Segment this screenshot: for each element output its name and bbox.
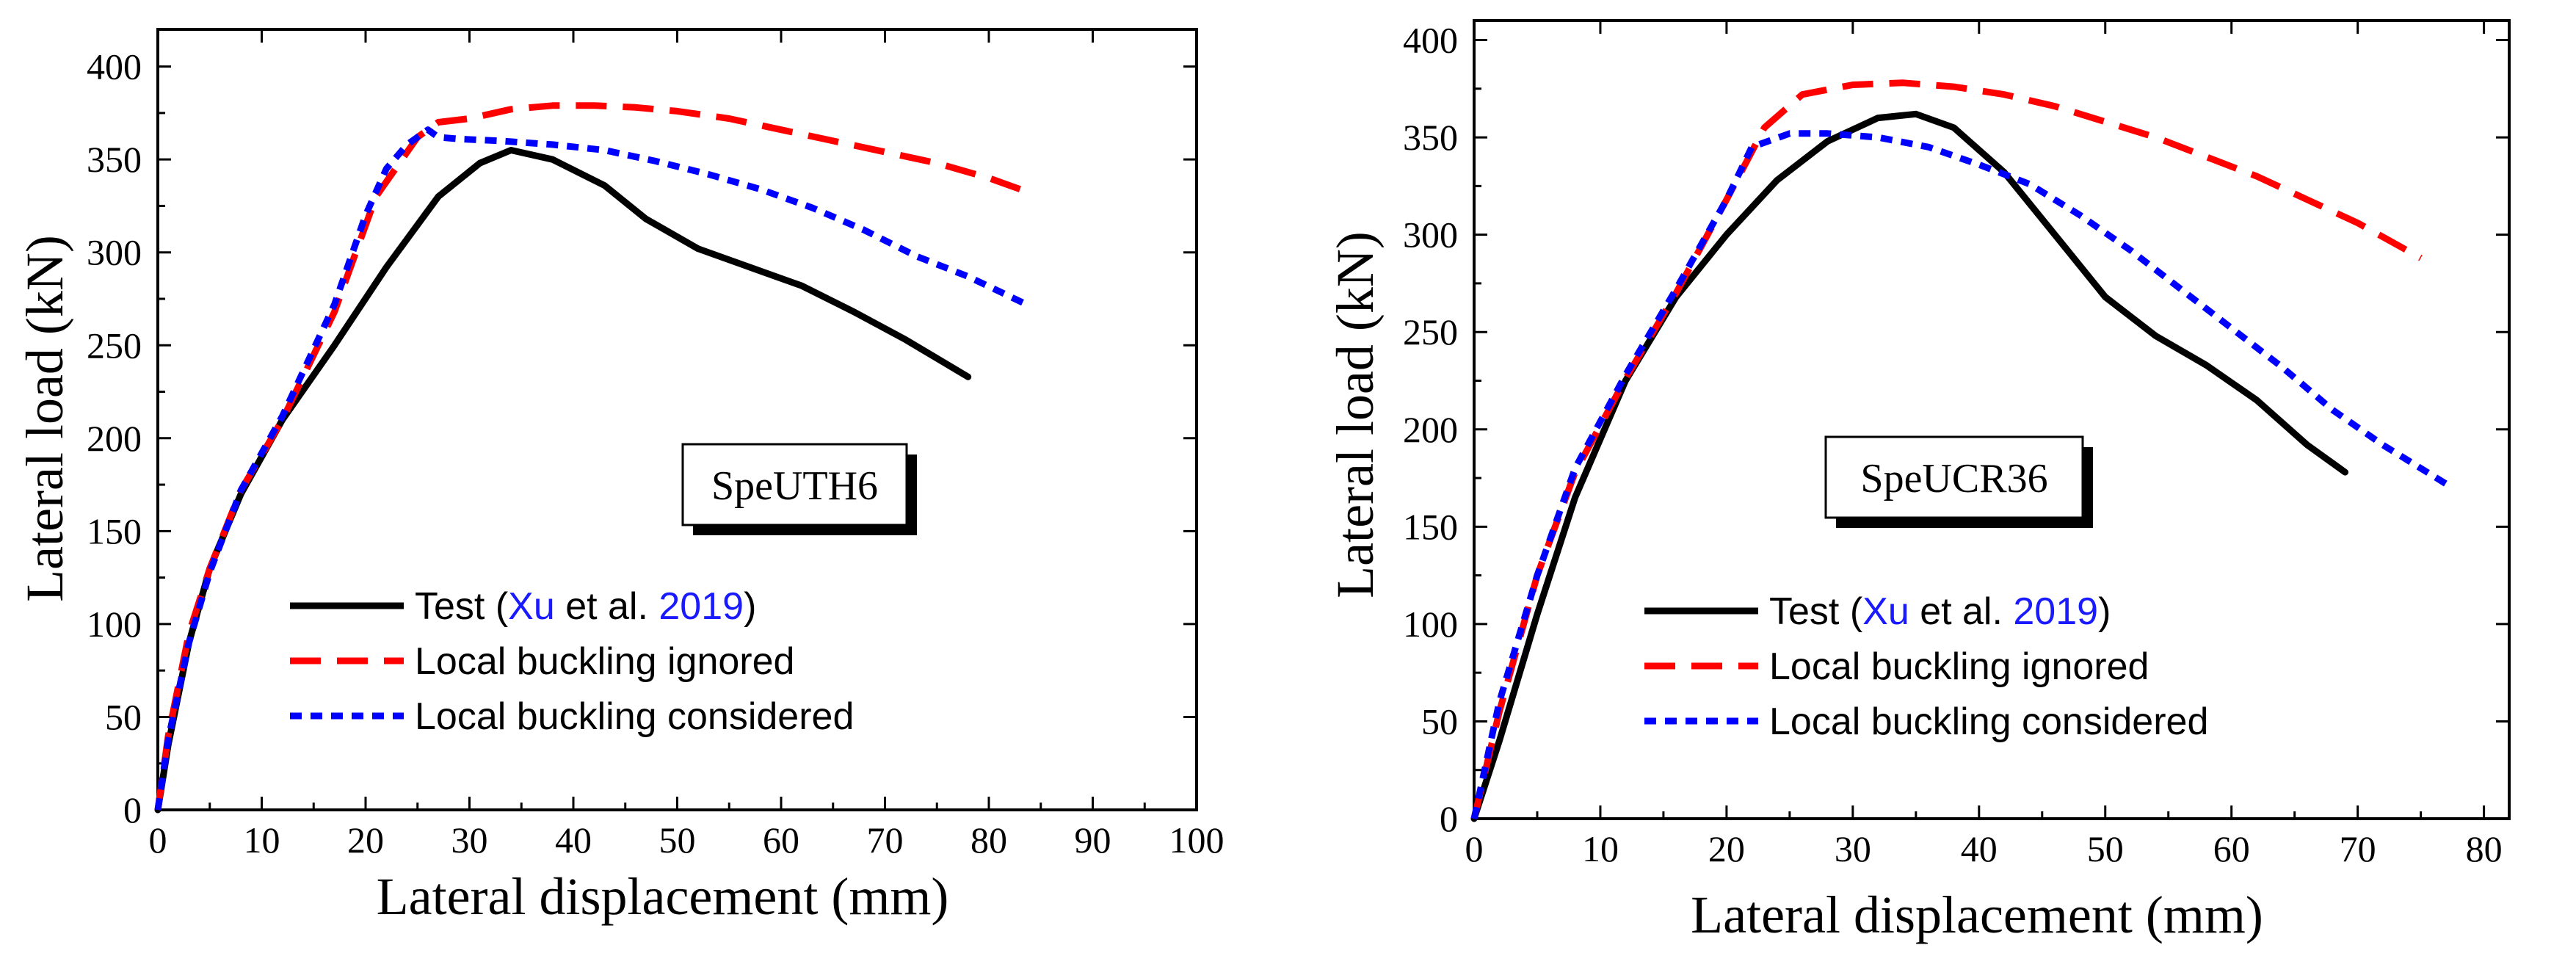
legend-test-author: Xu bbox=[1862, 590, 1909, 633]
x-tick-label: 80 bbox=[970, 819, 1007, 861]
y-tick-label: 250 bbox=[1403, 311, 1458, 352]
y-tick-label: 300 bbox=[87, 232, 142, 273]
y-tick-label: 100 bbox=[1403, 604, 1458, 645]
x-tick-label: 70 bbox=[867, 819, 904, 861]
series-line-local-buckling-considered bbox=[154, 126, 1032, 811]
series-line-local-buckling-considered bbox=[1470, 130, 2448, 819]
x-tick-label: 30 bbox=[1835, 828, 1871, 869]
legend-test-year: 2019 bbox=[658, 585, 744, 628]
y-axis-title: Lateral load (kN) bbox=[15, 235, 74, 602]
x-tick-label: 10 bbox=[1582, 828, 1619, 869]
chart-SpeUCR36: 0 10 20 30 40 50 60 70 80 0 50 100 150 200 250 300 350 40… bbox=[1326, 19, 2511, 944]
y-tick-label: 300 bbox=[1403, 214, 1458, 256]
y-axis-title: Lateral load (kN) bbox=[1326, 231, 1385, 598]
x-tick-label: 40 bbox=[555, 819, 592, 861]
x-tick-label: 40 bbox=[1961, 828, 1998, 869]
legend-label-considered: Local buckling considered bbox=[1769, 700, 2208, 743]
x-tick-label: 0 bbox=[1465, 828, 1484, 869]
x-tick-label: 90 bbox=[1075, 819, 1111, 861]
x-tick-label: 80 bbox=[2466, 828, 2503, 869]
label-box bbox=[1824, 435, 2084, 519]
y-tick-label: 0 bbox=[123, 789, 142, 830]
x-tick-label: 30 bbox=[451, 819, 488, 861]
legend-label-test: Test (Xu et al. 2019) bbox=[1769, 590, 2111, 633]
y-tick-label: 350 bbox=[87, 139, 142, 180]
legend-label-ignored: Local buckling ignored bbox=[1769, 645, 2149, 688]
y-tick-label: 200 bbox=[87, 418, 142, 459]
legend-test-suffix: ) bbox=[744, 585, 756, 628]
y-tick-label: 350 bbox=[1403, 117, 1458, 158]
legend-label-ignored: Local buckling ignored bbox=[415, 640, 794, 683]
y-tick-label: 250 bbox=[87, 325, 142, 366]
x-axis-title: Lateral displacement (mm) bbox=[1691, 886, 2263, 944]
specimen-label: SpeUTH6 bbox=[711, 463, 878, 509]
plot-frame bbox=[1473, 19, 2511, 820]
x-tick-label: 100 bbox=[1169, 819, 1224, 861]
x-tick-label: 10 bbox=[244, 819, 280, 861]
legend-test-prefix: Test ( bbox=[1769, 590, 1863, 633]
legend-test-suffix: ) bbox=[2098, 590, 2111, 633]
series-line-local-buckling-ignored bbox=[154, 102, 1022, 811]
x-tick-label: 20 bbox=[1708, 828, 1745, 869]
x-tick-label: 70 bbox=[2340, 828, 2376, 869]
legend-label-test: Test (Xu et al. 2019) bbox=[415, 585, 756, 628]
chart-SpeUTH6: 0 10 20 30 40 50 60 70 80 90 100 0 50 100 150 200 250 300… bbox=[15, 28, 1224, 926]
y-tick-label: 50 bbox=[1421, 700, 1458, 742]
y-tick-label: 400 bbox=[87, 46, 142, 87]
specimen-label: SpeUCR36 bbox=[1860, 456, 2047, 501]
x-tick-label: 60 bbox=[763, 819, 799, 861]
y-tick-label: 0 bbox=[1440, 798, 1458, 839]
y-tick-label: 100 bbox=[87, 604, 142, 645]
x-tick-label: 50 bbox=[2087, 828, 2124, 869]
x-tick-label: 20 bbox=[347, 819, 384, 861]
legend-test-etal: et al. bbox=[1909, 590, 2014, 633]
x-tick-label: 50 bbox=[659, 819, 696, 861]
y-tick-label: 150 bbox=[87, 510, 142, 551]
x-tick-label: 0 bbox=[149, 819, 167, 861]
legend-test-etal: et al. bbox=[555, 585, 659, 628]
legend-test-prefix: Test ( bbox=[415, 585, 509, 628]
y-tick-label: 400 bbox=[1403, 20, 1458, 61]
legend: Test (Xu et al. 2019) Local buckling igno… bbox=[290, 585, 854, 738]
plot-frame bbox=[156, 28, 1198, 811]
y-tick-label: 200 bbox=[1403, 409, 1458, 450]
y-tick-label: 50 bbox=[105, 696, 142, 737]
legend-label-considered: Local buckling considered bbox=[415, 695, 854, 738]
legend-test-author: Xu bbox=[508, 585, 555, 628]
series-line-test bbox=[1470, 110, 2348, 822]
label-box bbox=[681, 443, 908, 526]
x-tick-label: 60 bbox=[2213, 828, 2250, 869]
y-tick-label: 150 bbox=[1403, 506, 1458, 547]
legend: Test (Xu et al. 2019) Local buckling igno… bbox=[1644, 590, 2208, 743]
x-axis-title: Lateral displacement (mm) bbox=[377, 867, 949, 926]
legend-test-year: 2019 bbox=[2013, 590, 2098, 633]
